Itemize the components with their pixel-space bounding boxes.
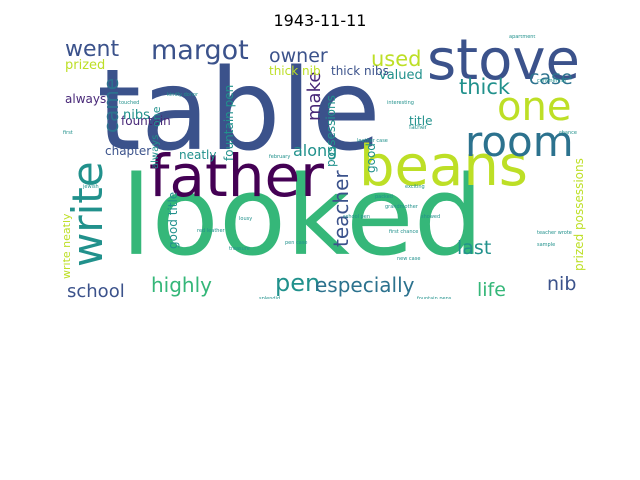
cloud-word-last: last [457, 237, 492, 259]
cloud-word-always: always [65, 92, 107, 106]
cloud-word-chapter: chapter [105, 144, 152, 158]
cloud-word-stove: stove [427, 35, 580, 93]
cloud-word-title: title [409, 114, 433, 128]
cloud-word-one: one [497, 84, 572, 130]
cloud-word-fountain-pen: fountain pen [222, 84, 236, 161]
cloud-word-grandmother: grandmother [385, 204, 418, 210]
cloud-word-thick-nibs: thick nibs [331, 64, 389, 78]
cloud-word-school-pen: school pen [343, 214, 371, 220]
cloud-word-pen: pen [275, 269, 321, 297]
cloud-word-nib: nib [547, 273, 577, 295]
cloud-word-life: life [477, 279, 506, 300]
cloud-word-went: went [65, 37, 120, 62]
cloud-word-chance: chance [559, 130, 577, 136]
cloud-word-leather-case: leather case [357, 138, 388, 144]
cloud-word-margot: margot [151, 35, 249, 66]
cloud-word-looked: looked [121, 152, 484, 280]
cloud-word-commercial: commercial [537, 78, 567, 84]
cloud-word-february: february [269, 154, 291, 160]
cloud-word-first-chance: first chance [389, 229, 419, 235]
cloud-word-beans: beans [359, 134, 528, 199]
cloud-word-school: school [67, 281, 125, 300]
cloud-word-always-small: always [150, 134, 161, 169]
cloud-word-one-small: one [150, 106, 163, 127]
cloud-word-especially: especially [315, 273, 415, 297]
cloud-word-case: case [529, 67, 573, 89]
cloud-word-apartment: apartment [509, 35, 536, 40]
word-cloud: table looked father beans stove room one… [63, 35, 590, 299]
cloud-word-thick: thick [459, 75, 511, 99]
cloud-word-room: room [465, 117, 574, 166]
cloud-word-first: first [63, 130, 73, 136]
cloud-word-treasure: treasure [229, 246, 250, 252]
cloud-word-along: along [293, 141, 338, 160]
cloud-word-showed: showed [421, 214, 441, 220]
cloud-word-fountain-pens: fountain pens [417, 296, 452, 300]
cloud-word-nibs: nibs [123, 108, 150, 123]
cloud-word-father-small: father [409, 124, 428, 131]
cloud-word-valued: valued [379, 68, 423, 83]
cloud-word-packed: packed [375, 194, 393, 200]
cloud-word-thick-nib: thick nib [269, 64, 321, 78]
cloud-word-table: table [97, 46, 381, 176]
cloud-word-write: write [63, 161, 112, 267]
cloud-word-pen-case: pen case [285, 240, 308, 246]
cloud-word-neatly: neatly [179, 148, 217, 162]
cloud-word-red-leather: red leather [197, 228, 225, 234]
cloud-word-kindly-donor: kindly donor [167, 92, 199, 98]
cloud-word-father: father [149, 142, 324, 210]
cloud-word-fountain: fountain [121, 114, 171, 128]
chart-title: 1943-11-11 [273, 11, 367, 30]
cloud-word-lousy: lousy [239, 216, 253, 222]
cloud-word-good-title: good title [166, 191, 180, 249]
cloud-word-write-neatly: write neatly [63, 213, 73, 279]
cloud-word-sample: sample [537, 242, 556, 248]
cloud-word-interesting: interesting [387, 100, 414, 106]
cloud-word-owner: owner [269, 45, 328, 67]
cloud-word-new-case: new case [397, 256, 421, 262]
cloud-word-touched: touched [119, 100, 140, 106]
cloud-word-possessions: possessions [324, 95, 338, 167]
cloud-word-highly: highly [151, 273, 212, 297]
cloud-word-exciting: exciting [405, 184, 425, 190]
cloud-word-teacher-wrote: teacher wrote [537, 230, 572, 236]
cloud-word-prized-possessions: prized possessions [572, 158, 586, 271]
cloud-word-teacher: teacher [329, 170, 353, 247]
cloud-word-splendid: splendid [259, 296, 281, 300]
cloud-word-good: good [364, 143, 378, 173]
cloud-word-prized: prized [65, 58, 106, 73]
cloud-word-jewish: jewish [83, 184, 99, 190]
cloud-word-used: used [371, 47, 422, 71]
cloud-word-make: make [304, 71, 325, 121]
